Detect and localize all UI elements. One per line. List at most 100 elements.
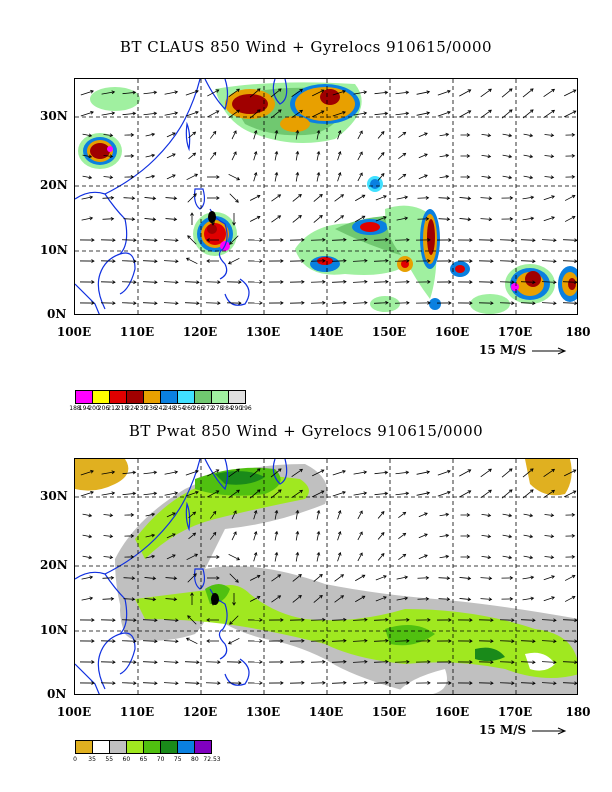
wind-vector-arrow (103, 176, 113, 178)
wind-vector-arrow (501, 489, 513, 499)
wind-vector-arrow (270, 109, 282, 119)
wind-vector-head (259, 618, 263, 622)
wind-vector-head (151, 554, 156, 559)
wind-vector-arrow (480, 598, 492, 600)
wind-vector-arrow (316, 130, 320, 140)
lat-lon-grid (75, 79, 577, 314)
pwat-fields (75, 459, 577, 694)
wind-vector-head (574, 301, 577, 306)
wind-vector-head (253, 171, 258, 176)
wind-vector-arrow (166, 512, 176, 518)
wind-vector-head (301, 638, 305, 643)
wind-vector-arrow (377, 532, 385, 540)
wind-vector-head (172, 153, 176, 157)
wind-vector-arrow (163, 682, 179, 684)
wind-vector-arrow (502, 534, 512, 538)
wind-vector-arrow (563, 110, 577, 118)
wind-vector-arrow (357, 151, 363, 161)
wind-vector-head (112, 639, 116, 644)
wind-vector-head (298, 574, 302, 578)
wind-vector-head (238, 660, 242, 664)
wind-vector-head (280, 618, 284, 622)
wind-vector-arrow (373, 239, 389, 241)
wind-vector-arrow (459, 110, 471, 118)
wind-vector-head (340, 595, 345, 599)
panel1-title: BT CLAUS 850 Wind + Gyrelocs 910615/0000 (119, 38, 493, 56)
wind-vector-arrow (337, 151, 341, 161)
wind-vector-arrow (398, 174, 406, 180)
wind-vector-head (152, 576, 157, 581)
wind-vector-head (529, 154, 534, 159)
wind-vector-head (469, 660, 473, 664)
wind-vector-head (488, 597, 493, 602)
wind-vector-arrow (184, 661, 200, 663)
wind-vector-head (553, 681, 557, 686)
wind-vector-head (574, 639, 577, 644)
wind-vector-head (340, 194, 345, 198)
wind-vector-head (298, 215, 302, 219)
wind-vector-arrow (459, 218, 471, 220)
wind-vector-arrow (166, 132, 176, 138)
lat-label-10n: 10N (40, 243, 68, 257)
wind-vector-head (316, 129, 321, 134)
lon-label: 150E (371, 325, 407, 339)
wind-vector-head (175, 660, 179, 665)
wind-vector-arrow (418, 554, 428, 560)
lon-label: 170E (497, 705, 533, 719)
colorbar-swatch (160, 740, 178, 754)
wind-vector-arrow (438, 598, 450, 600)
wind-vector-arrow (142, 281, 158, 283)
wind-vector-head (172, 174, 176, 178)
wind-vector-head (253, 551, 258, 556)
wind-vector-arrow (395, 492, 409, 496)
wind-vector-head (233, 151, 237, 155)
wind-vector-head (467, 490, 472, 494)
wind-vector-head (88, 175, 93, 180)
wind-vector-arrow (143, 91, 157, 95)
wind-vector-head (194, 553, 199, 558)
wind-vector-head (110, 596, 115, 601)
lon-label: 140E (308, 705, 344, 719)
wind-vector-arrow (522, 196, 534, 200)
wind-vector-head (131, 576, 136, 581)
wind-vector-arrow (562, 619, 577, 621)
wind-vector-arrow (332, 470, 346, 476)
wind-vector-arrow (209, 511, 217, 519)
wind-vector-head (467, 89, 472, 93)
wind-vector-head (320, 469, 325, 473)
wind-vector-arrow (352, 619, 368, 621)
wind-vector-head (154, 618, 158, 623)
wind-vector-arrow (101, 471, 115, 475)
wind-vector-head (487, 555, 492, 560)
wind-vector-head (550, 133, 555, 138)
pwat-colorbar (75, 740, 212, 754)
wind-vector-head (130, 154, 135, 158)
wind-vector-arrow (253, 151, 257, 161)
colorbar-tick-label: 272 (202, 405, 214, 412)
wind-vector-arrow (144, 197, 156, 199)
wind-vector-head (488, 489, 492, 494)
wind-vector-arrow (332, 111, 346, 117)
wind-vector-arrow (416, 492, 430, 496)
wind-vector-arrow (310, 619, 326, 621)
wind-vector-arrow (316, 510, 320, 520)
wind-vector-head (277, 595, 282, 599)
wind-vector-head (448, 681, 452, 685)
wind-vector-head (174, 491, 179, 496)
wind-vector-arrow (499, 302, 515, 304)
wind-vector-arrow (186, 173, 198, 181)
wind-vector-head (280, 301, 284, 305)
wind-vector-head (151, 132, 156, 137)
wind-vector-arrow (253, 531, 257, 541)
wind-vector-head (236, 176, 241, 181)
wind-vector-arrow (103, 155, 113, 157)
wind-vector-head (301, 659, 305, 664)
colorbar-tick-label: 188 (69, 405, 81, 412)
wind-vector-head (227, 640, 232, 645)
wind-vector-head (425, 575, 430, 580)
wind-vector-arrow (164, 492, 178, 496)
wind-vector-head (88, 513, 93, 518)
wind-vector-arrow (398, 533, 406, 539)
wind-vector-arrow (253, 510, 257, 520)
wind-vector-arrow (543, 469, 555, 477)
